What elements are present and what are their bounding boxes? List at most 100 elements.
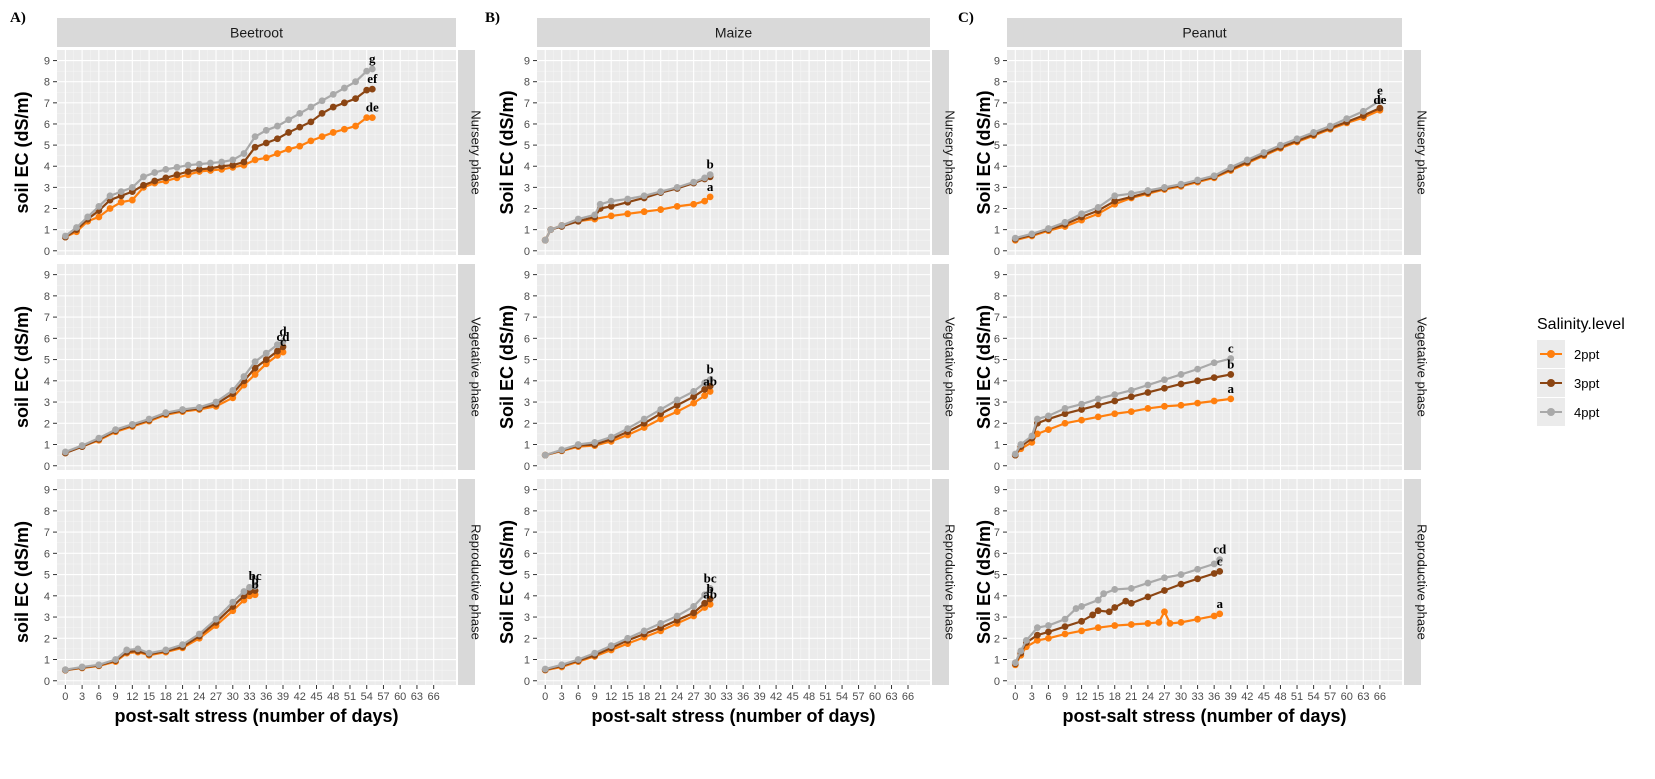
x-tick-label: 21 bbox=[1125, 691, 1137, 703]
significance-label: c bbox=[1217, 553, 1223, 568]
x-axis-title: post-salt stress (number of days) bbox=[114, 706, 398, 726]
data-point-4ppt bbox=[274, 122, 281, 130]
y-tick-label: 9 bbox=[44, 485, 50, 497]
data-point-3ppt bbox=[207, 164, 214, 172]
facet-strip-top bbox=[1007, 18, 1402, 47]
x-tick-label: 3 bbox=[79, 691, 85, 703]
y-tick-label: 1 bbox=[994, 655, 1000, 667]
data-point-4ppt bbox=[1011, 234, 1019, 242]
data-point-4ppt bbox=[640, 627, 648, 635]
facet-title: Beetroot bbox=[230, 25, 283, 41]
data-point-3ppt bbox=[1061, 410, 1069, 418]
y-tick-label: 6 bbox=[44, 119, 50, 131]
data-point-2ppt bbox=[706, 388, 714, 395]
data-point-4ppt bbox=[1045, 225, 1052, 232]
data-point-4ppt bbox=[1017, 441, 1025, 448]
data-point-2ppt bbox=[706, 193, 714, 201]
y-tick-label: 1 bbox=[524, 440, 530, 452]
y-tick-label: 1 bbox=[994, 225, 1000, 237]
facet-row-label: Vegetative phase bbox=[943, 317, 958, 417]
y-tick-label: 8 bbox=[524, 77, 530, 89]
x-tick-label: 30 bbox=[704, 691, 716, 703]
data-point-4ppt bbox=[1045, 622, 1052, 629]
y-tick-label: 4 bbox=[524, 591, 530, 603]
data-point-4ppt bbox=[95, 202, 103, 210]
data-point-4ppt bbox=[706, 171, 714, 179]
y-tick-label: 5 bbox=[44, 140, 50, 152]
data-point-2ppt bbox=[1045, 426, 1052, 434]
significance-label: ef bbox=[367, 71, 378, 86]
x-tick-label: 51 bbox=[344, 691, 356, 703]
facet-strip-top bbox=[57, 18, 456, 47]
series-4ppt bbox=[1011, 97, 1384, 242]
y-tick-label: 7 bbox=[994, 312, 1000, 324]
x-tick-label: 18 bbox=[1109, 691, 1121, 703]
data-point-2ppt bbox=[690, 200, 698, 208]
data-point-2ppt bbox=[1061, 419, 1069, 427]
data-point-4ppt bbox=[329, 90, 337, 98]
data-point-2ppt bbox=[1078, 627, 1085, 635]
series-line-4ppt bbox=[1014, 357, 1232, 455]
data-point-2ppt bbox=[706, 600, 714, 608]
data-point-4ppt bbox=[240, 588, 248, 595]
data-point-3ppt bbox=[1122, 597, 1130, 605]
data-point-2ppt bbox=[1078, 416, 1085, 424]
data-point-4ppt bbox=[1111, 192, 1119, 200]
data-point-3ppt bbox=[184, 168, 192, 175]
data-point-3ppt bbox=[329, 103, 337, 111]
data-point-4ppt bbox=[701, 174, 709, 182]
data-point-4ppt bbox=[706, 376, 714, 384]
data-point-4ppt bbox=[162, 409, 170, 417]
x-tick-label: 54 bbox=[1307, 691, 1319, 703]
data-point-4ppt bbox=[123, 646, 131, 654]
data-point-3ppt bbox=[690, 393, 698, 401]
y-tick-label: 2 bbox=[994, 418, 1000, 430]
data-point-3ppt bbox=[1045, 628, 1052, 636]
data-point-3ppt bbox=[162, 174, 170, 182]
legend-entry-2ppt: 2ppt bbox=[1537, 340, 1600, 368]
data-point-2ppt bbox=[318, 133, 326, 141]
data-point-4ppt bbox=[84, 213, 92, 221]
series-4ppt bbox=[541, 171, 714, 244]
data-point-4ppt bbox=[73, 224, 80, 231]
data-point-4ppt bbox=[1078, 400, 1085, 408]
y-tick-label: 5 bbox=[994, 140, 1000, 152]
significance-label: b bbox=[707, 157, 714, 172]
significance-label: c bbox=[280, 334, 286, 349]
data-point-3ppt bbox=[706, 382, 714, 390]
data-point-3ppt bbox=[1078, 406, 1085, 413]
data-point-4ppt bbox=[1144, 187, 1152, 194]
y-tick-label: 0 bbox=[994, 461, 1000, 473]
y-tick-label: 2 bbox=[524, 418, 530, 430]
data-point-3ppt bbox=[1033, 631, 1041, 639]
y-tick-label: 3 bbox=[44, 612, 50, 624]
y-tick-label: 2 bbox=[994, 633, 1000, 645]
data-point-4ppt bbox=[145, 649, 153, 657]
data-point-4ppt bbox=[640, 415, 648, 423]
facet-beetroot-0: 0 1 2 3 4 5 6 7 8 9 Nursery phase de ef g soil EC (dS/… bbox=[12, 50, 484, 258]
data-point-4ppt bbox=[607, 197, 615, 205]
data-point-4ppt bbox=[1293, 135, 1301, 143]
data-point-3ppt bbox=[368, 85, 376, 93]
data-point-2ppt bbox=[262, 154, 270, 162]
x-axis-title: post-salt stress (number of days) bbox=[1062, 706, 1346, 726]
data-point-4ppt bbox=[657, 406, 665, 413]
data-point-3ppt bbox=[1376, 104, 1384, 112]
data-point-3ppt bbox=[1210, 374, 1218, 382]
data-point-4ppt bbox=[151, 169, 159, 176]
data-point-2ppt bbox=[1033, 637, 1041, 644]
y-tick-label: 9 bbox=[524, 485, 530, 497]
data-point-4ppt bbox=[212, 398, 220, 406]
data-point-4ppt bbox=[61, 232, 69, 240]
data-point-3ppt bbox=[1061, 623, 1069, 630]
data-point-4ppt bbox=[1061, 615, 1069, 623]
y-tick-label: 4 bbox=[524, 376, 530, 388]
y-tick-label: 8 bbox=[44, 291, 50, 303]
data-point-4ppt bbox=[1194, 565, 1201, 573]
data-point-4ppt bbox=[207, 159, 214, 167]
y-axis-title: soil EC (dS/m) bbox=[12, 91, 32, 213]
data-point-4ppt bbox=[541, 236, 549, 244]
data-point-4ppt bbox=[1094, 596, 1102, 604]
